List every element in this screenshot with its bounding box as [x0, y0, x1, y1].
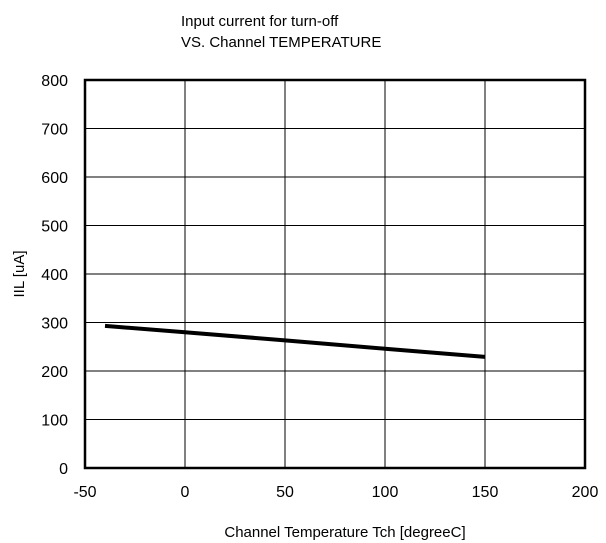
chart-title-line-1: Input current for turn-off [181, 13, 339, 30]
x-tick-label: 150 [472, 484, 499, 501]
y-tick-label: 800 [41, 73, 68, 90]
x-tick-label: 0 [181, 484, 190, 501]
x-tick-label: 200 [572, 484, 599, 501]
grid [85, 80, 585, 468]
y-tick-label: 200 [41, 364, 68, 381]
chart-title-line-2: VS. Channel TEMPERATURE [181, 34, 381, 51]
y-tick-label: 100 [41, 413, 68, 430]
x-tick-label: 100 [372, 484, 399, 501]
y-tick-label: 400 [41, 267, 68, 284]
y-tick-label: 500 [41, 219, 68, 236]
x-tick-label: 50 [276, 484, 294, 501]
y-tick-label: 600 [41, 170, 68, 187]
series-line [104, 323, 486, 359]
y-axis-label: IIL [uA] [11, 251, 28, 298]
x-axis-label: Channel Temperature Tch [degreeC] [224, 524, 465, 541]
tick-labels: -50 0 50 100 150 200 0 100 200 300 400 500 600 700 800 [41, 73, 598, 501]
y-tick-label: 300 [41, 316, 68, 333]
y-tick-label: 0 [59, 461, 68, 478]
series-layer [104, 323, 486, 359]
plot-frame [83, 78, 587, 470]
x-tick-label: -50 [73, 484, 96, 501]
y-tick-label: 700 [41, 122, 68, 139]
